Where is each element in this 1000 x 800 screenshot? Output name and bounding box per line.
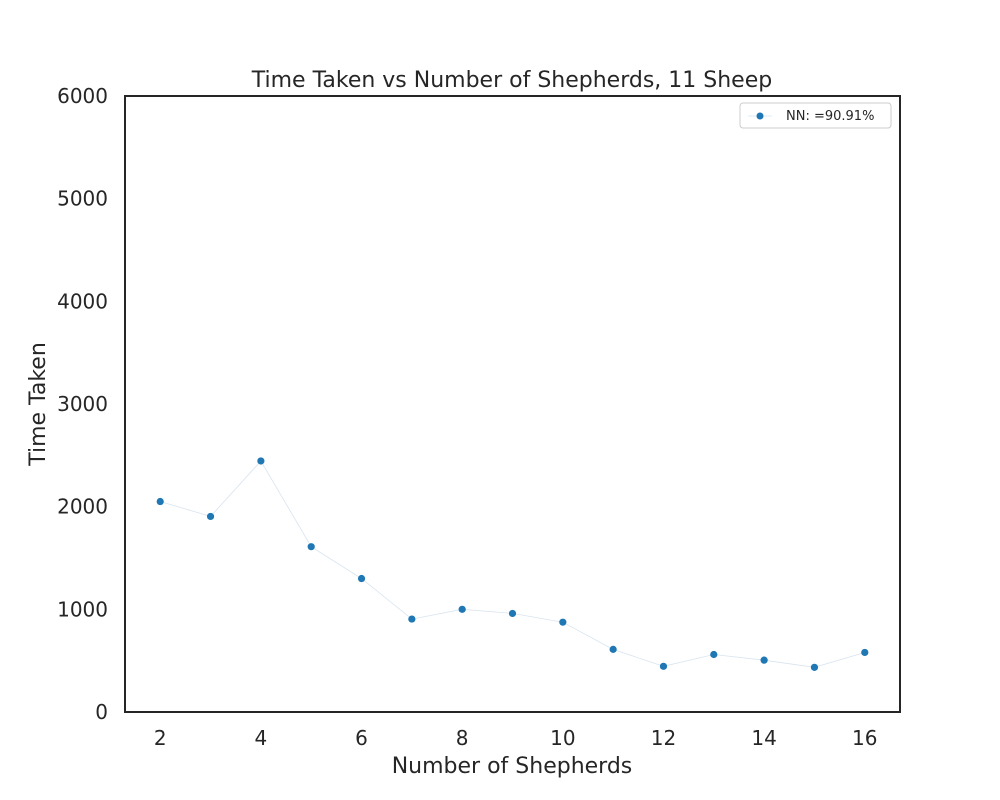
x-tick-label: 2	[154, 726, 167, 750]
data-point	[710, 650, 718, 659]
data-point	[861, 648, 869, 657]
data-point	[760, 656, 768, 664]
data-point	[257, 457, 265, 465]
series-line	[160, 460, 865, 668]
y-tick-label: 4000	[57, 289, 108, 313]
data-point	[458, 605, 466, 613]
data-point	[307, 543, 315, 551]
plot-frame	[124, 95, 901, 713]
legend-box	[739, 102, 892, 129]
y-axis-label: Time Taken	[26, 342, 51, 467]
x-tick-label: 14	[751, 726, 776, 750]
x-axis-ticks: 2 4 6 8 10 12 14 16	[154, 726, 878, 750]
data-point	[408, 615, 416, 623]
y-axis-ticks: 0 1000 2000 3000 4000 5000 6000	[57, 84, 108, 724]
x-tick-label: 16	[852, 726, 877, 750]
x-axis-label: Number of Shepherds	[392, 754, 633, 779]
x-tick-label: 6	[355, 726, 368, 750]
legend-marker	[756, 112, 764, 120]
y-tick-label: 1000	[57, 597, 108, 621]
x-tick-label: 12	[651, 726, 676, 750]
chart-title: Time Taken vs Number of Shepherds, 11 Sh…	[251, 68, 772, 93]
data-point	[156, 497, 164, 506]
data-point	[810, 663, 819, 671]
data-point	[609, 645, 617, 653]
y-tick-label: 0	[95, 700, 108, 724]
x-tick-label: 4	[255, 726, 268, 750]
legend-label: NN: =90.91%	[786, 109, 874, 124]
data-point	[508, 609, 517, 618]
y-tick-label: 2000	[57, 495, 108, 519]
y-tick-label: 3000	[57, 392, 108, 416]
data-point	[559, 618, 567, 626]
data-point	[357, 574, 366, 583]
y-tick-label: 5000	[57, 187, 108, 211]
legend: NN: =90.91%	[739, 102, 892, 129]
x-tick-label: 10	[550, 726, 575, 750]
plot-area	[156, 457, 869, 671]
data-point	[659, 662, 668, 670]
x-tick-label: 8	[456, 726, 469, 750]
y-tick-label: 6000	[57, 84, 108, 108]
data-point	[206, 512, 215, 521]
